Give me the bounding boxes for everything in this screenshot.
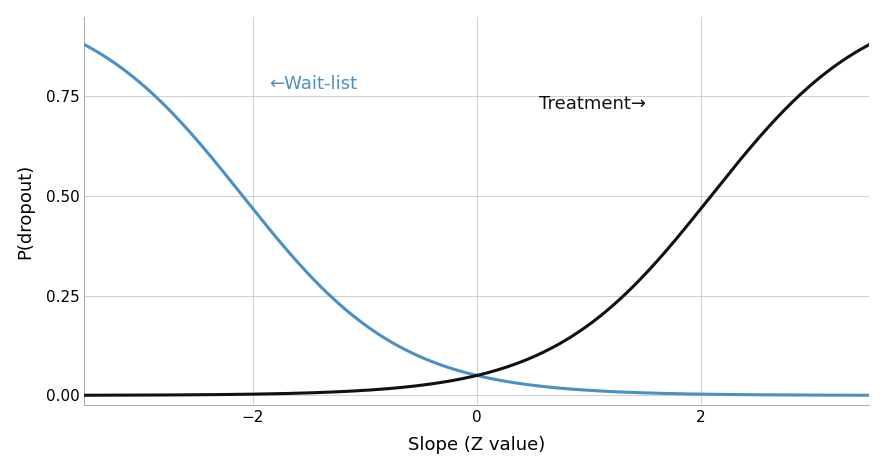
Text: ←Wait-list: ←Wait-list (269, 75, 358, 93)
Y-axis label: P(dropout): P(dropout) (17, 163, 35, 259)
Text: Treatment→: Treatment→ (539, 95, 646, 114)
X-axis label: Slope (Z value): Slope (Z value) (408, 436, 546, 455)
